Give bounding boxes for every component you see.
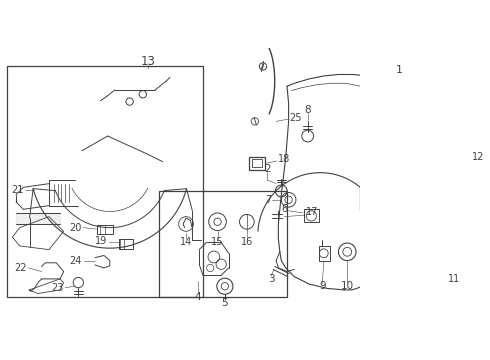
Text: 18: 18: [278, 154, 291, 165]
Text: 15: 15: [211, 237, 224, 247]
Text: 2: 2: [264, 164, 270, 174]
Text: 14: 14: [180, 237, 192, 247]
Text: 10: 10: [341, 281, 354, 291]
Text: 24: 24: [70, 256, 82, 266]
Text: 9: 9: [319, 281, 326, 291]
Bar: [97, 225, 113, 234]
Bar: [159, 191, 287, 297]
Text: 4: 4: [195, 292, 201, 302]
Text: 6: 6: [281, 204, 287, 214]
Text: 3: 3: [268, 274, 274, 284]
Text: 13: 13: [141, 55, 155, 68]
Text: 21: 21: [11, 185, 24, 194]
Text: 1: 1: [396, 65, 403, 75]
Bar: [252, 159, 262, 167]
Text: 20: 20: [70, 222, 82, 233]
Bar: [7, 67, 203, 297]
Text: 19: 19: [96, 236, 108, 246]
Text: 8: 8: [304, 105, 311, 116]
Text: 23: 23: [51, 283, 64, 293]
Text: 7: 7: [265, 195, 271, 205]
Text: 17: 17: [305, 207, 318, 217]
Text: 16: 16: [241, 237, 253, 247]
Bar: [249, 157, 265, 170]
Text: 22: 22: [15, 263, 27, 273]
Text: 12: 12: [472, 152, 484, 162]
Text: 5: 5: [221, 298, 228, 308]
Bar: [318, 246, 330, 261]
Bar: [304, 209, 318, 222]
Bar: [119, 239, 133, 249]
Text: 11: 11: [448, 274, 461, 284]
Text: 25: 25: [290, 113, 302, 123]
